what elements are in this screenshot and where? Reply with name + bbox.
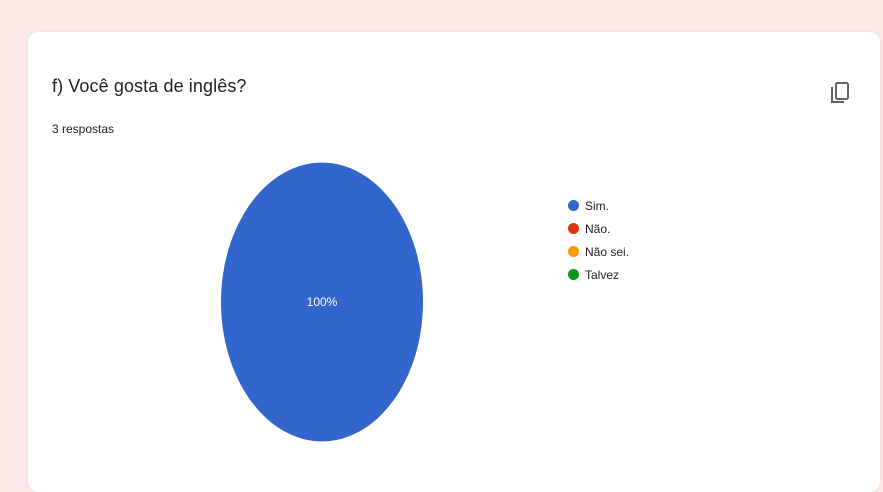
chart-legend: Sim. Não. Não sei. Talvez (568, 194, 629, 286)
legend-label: Sim. (585, 198, 609, 213)
legend-label: Talvez (585, 267, 620, 282)
legend-swatch (568, 246, 579, 257)
legend-item: Não sei. (568, 240, 629, 263)
question-card: f) Você gosta de inglês? 3 respostas 100… (28, 32, 880, 492)
legend-item: Não. (568, 217, 629, 240)
legend-label: Não. (585, 221, 611, 236)
question-title: f) Você gosta de inglês? (52, 76, 247, 96)
legend-item: Sim. (568, 194, 629, 217)
pie-chart: 100% (221, 162, 423, 442)
legend-item: Talvez (568, 263, 629, 286)
legend-swatch (568, 200, 579, 211)
response-count: 3 respostas (52, 122, 115, 136)
legend-swatch (568, 269, 579, 280)
pie-slice-sim (221, 162, 423, 442)
legend-label: Não sei. (585, 244, 630, 259)
copy-icon (831, 82, 849, 103)
legend-swatch (568, 223, 579, 234)
copy-chart-button[interactable] (820, 72, 860, 112)
slice-percent-label: 100% (307, 295, 338, 309)
